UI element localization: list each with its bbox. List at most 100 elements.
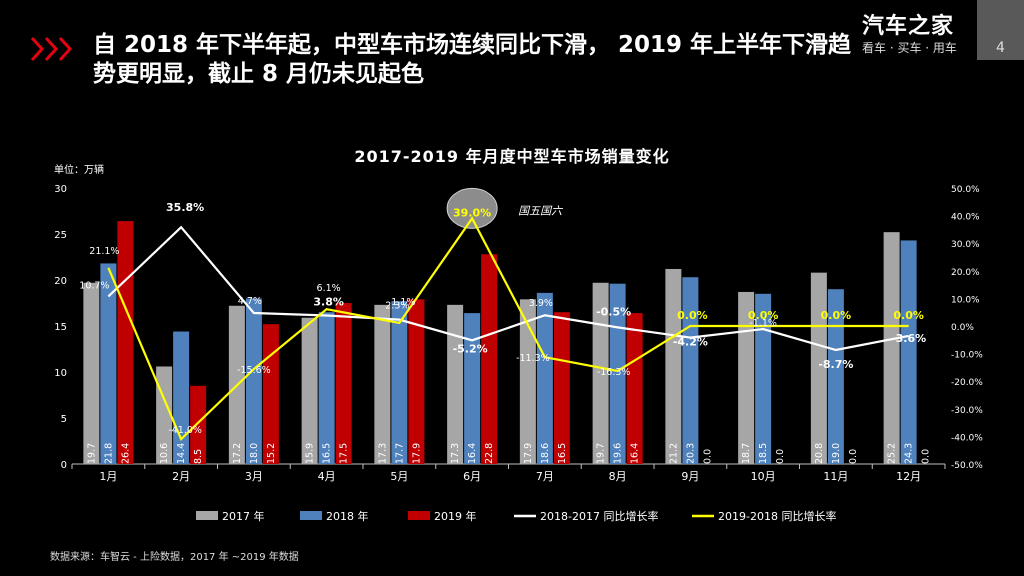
bar	[592, 282, 609, 464]
bar-data-label: 19.7	[596, 443, 607, 464]
line-data-label: 0.0%	[748, 309, 779, 322]
legend-swatch	[408, 511, 430, 520]
x-tick-label: 12月	[896, 470, 921, 483]
bar	[665, 268, 682, 464]
line-data-label: 4.7%	[238, 296, 262, 307]
annotation-label: 国五国六	[518, 204, 563, 217]
y-tick-label: 15	[54, 322, 67, 333]
bar-data-label: 18.6	[540, 443, 551, 464]
bar	[626, 313, 643, 464]
bar-data-label: 19.7	[86, 443, 97, 464]
bar-data-label: 18.7	[741, 443, 752, 464]
bar	[553, 312, 570, 464]
bar-data-label: 14.4	[176, 443, 187, 464]
line-data-label: 21.1%	[89, 246, 119, 257]
slide-headline: 自 2018 年下半年起，中型车市场连续同比下滑， 2019 年上半年下滑趋势更…	[93, 32, 852, 87]
legend-swatch	[300, 511, 322, 520]
line-data-label: 0.0%	[821, 309, 852, 322]
line-data-label: -3.6%	[891, 332, 926, 345]
bar-data-label: 10.6	[159, 443, 170, 464]
legend-label: 2018 年	[326, 509, 369, 523]
bar	[682, 277, 699, 464]
bar	[810, 272, 827, 464]
bar-data-label: 17.9	[411, 443, 422, 464]
bar	[100, 263, 117, 464]
bar	[447, 304, 464, 464]
bar	[536, 292, 553, 464]
y2-tick-label: 10.0%	[951, 295, 980, 305]
bar	[190, 385, 207, 464]
bar	[755, 293, 772, 464]
y2-tick-label: -30.0%	[951, 406, 983, 416]
y-tick-label: 25	[54, 230, 67, 241]
line-data-label: -11.3%	[516, 353, 550, 364]
bar-data-label: 15.2	[266, 443, 277, 464]
line-data-label: -0.5%	[596, 305, 631, 318]
bar	[335, 303, 352, 464]
bar-data-label: 15.9	[305, 443, 316, 464]
peak-highlight-ellipse	[446, 187, 498, 229]
bar	[464, 313, 481, 464]
line-data-label: 35.8%	[166, 201, 204, 214]
x-tick-label: 5月	[390, 470, 408, 483]
x-tick-label: 4月	[318, 470, 336, 483]
bar-data-label: 17.3	[377, 443, 388, 464]
line-data-label: -8.7%	[818, 358, 853, 371]
legend-swatch	[196, 511, 218, 520]
bar-data-label: 22.8	[484, 443, 495, 464]
bar-data-label: 19.0	[831, 443, 842, 464]
y2-tick-label: 0.0%	[951, 323, 974, 333]
line-2019-2018	[107, 216, 909, 442]
bar	[301, 317, 318, 464]
line-data-label: -5.2%	[453, 342, 488, 355]
bar-data-label: 16.4	[630, 443, 641, 464]
line-data-label: 3.8%	[313, 296, 344, 309]
legend-label: 2017 年	[222, 509, 265, 523]
bar	[408, 299, 425, 464]
unit-label: 单位：万辆	[54, 165, 104, 176]
bar-data-label: 18.5	[758, 443, 769, 464]
y-tick-label: 20	[54, 276, 67, 287]
x-tick-label: 7月	[536, 470, 554, 483]
bar-data-label: 17.9	[523, 443, 534, 464]
bar-data-label: 17.7	[394, 443, 405, 464]
line-2018-2017	[107, 225, 909, 352]
bar-data-label: 16.4	[467, 443, 478, 464]
bar-data-label: 18.0	[249, 443, 260, 464]
brand-slogan: 看车 · 买车 · 用车	[862, 41, 957, 55]
brand-name: 汽车之家	[862, 14, 955, 39]
bar	[374, 304, 391, 464]
y2-tick-label: -20.0%	[951, 378, 983, 388]
line-data-label: 0.0%	[677, 309, 708, 322]
bar	[117, 221, 134, 464]
line-data-label: 39.0%	[453, 206, 491, 219]
line-data-label: 10.7%	[79, 280, 109, 291]
legend-label: 2019 年	[434, 509, 477, 523]
line-data-label: 1.1%	[391, 297, 415, 308]
x-tick-label: 1月	[99, 470, 117, 483]
y2-tick-label: 20.0%	[951, 268, 980, 278]
bar-data-label: 24.3	[904, 443, 915, 464]
bar-data-label: 26.4	[120, 443, 131, 464]
bar-data-label: 17.3	[450, 443, 461, 464]
bar-data-label: 0.0	[702, 449, 713, 464]
y-tick-label: 5	[61, 414, 67, 425]
line-data-label: -4.2%	[673, 336, 708, 349]
bar	[83, 282, 100, 464]
bar-data-label: 25.2	[887, 443, 898, 464]
x-tick-label: 9月	[681, 470, 699, 483]
line-data-label: 2.3%	[385, 301, 409, 312]
line-data-label: -16.3%	[597, 367, 631, 378]
x-tick-label: 8月	[609, 470, 627, 483]
y2-tick-label: -10.0%	[951, 351, 983, 361]
line-data-label: -1.1%	[749, 318, 777, 329]
bar-data-label: 0.0	[848, 449, 859, 464]
line-data-label: 0.0%	[893, 309, 924, 322]
data-source: 数据来源：车智云 - 上险数据，2017 年 ~2019 年数据	[50, 552, 299, 563]
y-tick-label: 0	[61, 460, 67, 471]
line-data-label: -15.6%	[237, 365, 271, 376]
bar-data-label: 8.5	[193, 449, 204, 464]
bar-data-label: 17.2	[232, 443, 243, 464]
x-tick-label: 10月	[751, 470, 776, 483]
